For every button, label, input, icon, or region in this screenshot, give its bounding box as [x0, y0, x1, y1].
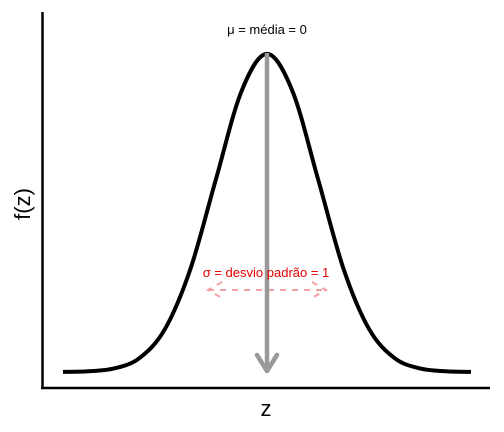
mean-arrow-head [254, 352, 280, 374]
mean-annotation-label: μ = média = 0 [227, 22, 307, 37]
y-axis-label: f(z) [10, 188, 35, 220]
sd-arrow-head-left [205, 281, 223, 299]
sd-arrow-head-right [311, 281, 329, 299]
x-axis-label: z [261, 396, 272, 421]
sd-annotation-label: σ = desvio padrão = 1 [203, 265, 330, 280]
